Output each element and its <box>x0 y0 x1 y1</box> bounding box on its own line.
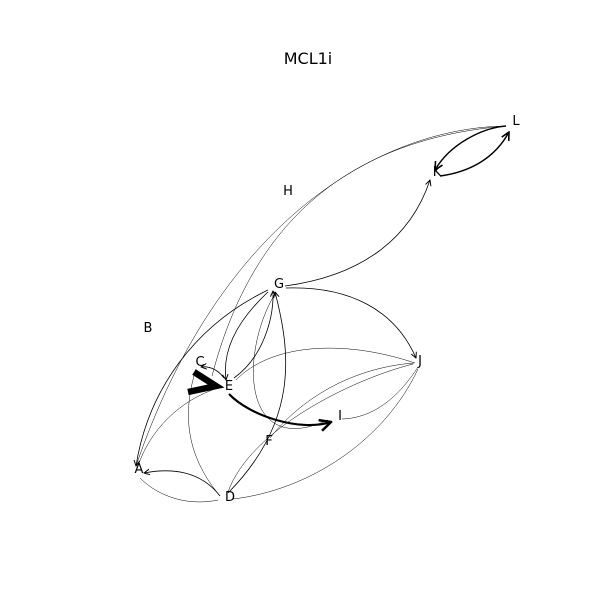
node-a: A <box>135 462 144 477</box>
edge-g-to-e <box>225 291 269 380</box>
edge-d-to-g <box>227 292 287 494</box>
edge-e-to-c <box>201 367 225 379</box>
edge-e-to-g <box>233 291 273 379</box>
node-g: G <box>274 277 284 292</box>
edge-l-to-e <box>211 125 507 377</box>
edge-g-to-k <box>284 180 430 287</box>
edge-j-to-i <box>341 366 419 420</box>
node-l: L <box>512 114 520 129</box>
node-h: H <box>283 184 293 199</box>
edge-g-to-j <box>285 287 416 358</box>
edge-j-to-e <box>235 347 416 381</box>
edge-l-to-k <box>435 125 507 170</box>
edge-l-to-a <box>135 125 507 467</box>
node-b: B <box>144 321 153 336</box>
diagram-title: MCL1i <box>284 49 333 68</box>
edge-c-to-d <box>188 368 221 497</box>
edge-j-to-f <box>269 362 415 439</box>
node-layer: A B C D E F G H I J K L <box>135 114 521 505</box>
edge-e-to-i <box>228 393 331 425</box>
node-f: F <box>265 434 272 449</box>
edge-a-to-d <box>139 477 219 503</box>
edge-layer <box>135 125 509 503</box>
edge-d-to-j <box>227 363 414 493</box>
node-d: D <box>225 490 235 505</box>
edge-j-to-d <box>232 368 419 500</box>
edge-k-to-l <box>439 132 509 177</box>
node-k: K <box>433 165 442 180</box>
node-i: I <box>338 409 342 424</box>
node-c: C <box>195 355 204 370</box>
node-j: J <box>417 354 422 369</box>
edge-e-to-a <box>137 387 219 467</box>
edge-d-to-a <box>144 471 221 497</box>
edge-g-to-a <box>136 289 269 466</box>
edge-g-to-i <box>253 291 329 429</box>
node-e: E <box>225 379 233 394</box>
edge-c-to-e <box>187 369 225 396</box>
